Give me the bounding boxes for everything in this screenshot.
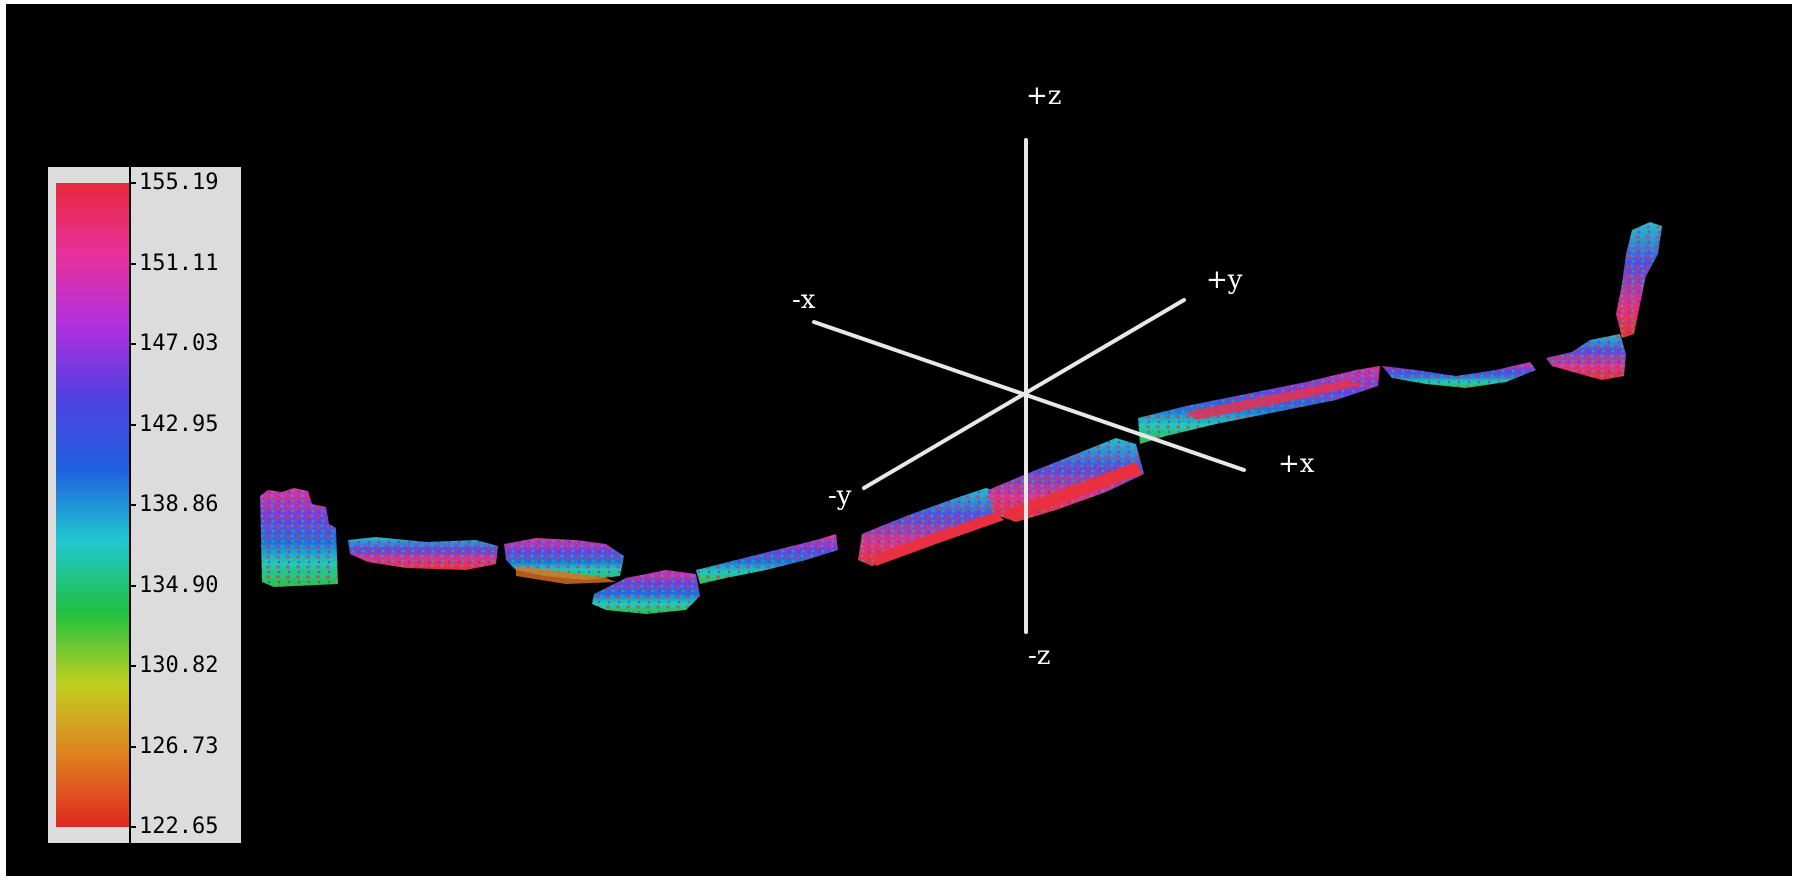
tick-mark bbox=[129, 745, 136, 748]
cloud-segment bbox=[696, 534, 838, 584]
cloud-segment bbox=[1616, 222, 1662, 338]
axis-label-plus-x: +x bbox=[1278, 449, 1315, 479]
tick-label: 130.82 bbox=[139, 653, 219, 678]
axis-label-minus-x: -x bbox=[792, 285, 816, 315]
tick-label: 142.95 bbox=[139, 411, 219, 437]
tick-mark bbox=[129, 343, 136, 345]
cloud-segment bbox=[1546, 334, 1626, 380]
axis-label-minus-y: -y bbox=[828, 481, 852, 511]
axis-label-plus-y: +y bbox=[1206, 265, 1243, 295]
cloud-segment bbox=[988, 438, 1144, 522]
tick-label: 151.11 bbox=[139, 250, 219, 276]
cloud-segment bbox=[348, 537, 498, 570]
tick-label: 147.03 bbox=[139, 331, 219, 356]
cloud-segment bbox=[858, 488, 1006, 566]
tick-label: 126.73 bbox=[139, 733, 219, 759]
color-scale-ticks: 155.19 151.11 147.03 142.95 138.86 134.90 130.… bbox=[129, 167, 241, 843]
tick-label: 155.19 bbox=[139, 170, 219, 195]
point-cloud-scene[interactable]: +z -z -x +x +y -y bbox=[6, 4, 1792, 876]
cloud-segment bbox=[260, 488, 338, 587]
axis-labels: +z -z -x +x +y -y bbox=[792, 81, 1315, 671]
tick-mark bbox=[129, 262, 136, 265]
axis-label-minus-z: -z bbox=[1028, 641, 1050, 671]
tick-mark bbox=[129, 584, 136, 587]
x-axis-line bbox=[812, 320, 1246, 472]
tick-mark bbox=[129, 665, 136, 667]
tick-mark bbox=[129, 182, 136, 184]
tick-label: 138.86 bbox=[139, 492, 219, 517]
y-axis-line bbox=[862, 298, 1186, 490]
render-viewport[interactable]: +z -z -x +x +y -y 155.19 151.11 147.03 142.… bbox=[6, 4, 1792, 876]
point-cloud bbox=[260, 222, 1662, 614]
cloud-segment bbox=[504, 538, 624, 584]
cloud-segment bbox=[1138, 366, 1380, 444]
axis-gizmo bbox=[812, 138, 1246, 634]
cloud-segment bbox=[1382, 362, 1536, 388]
tick-mark bbox=[129, 504, 136, 506]
tick-label: 122.65 bbox=[139, 814, 219, 839]
cloud-segment bbox=[592, 570, 700, 614]
tick-label: 134.90 bbox=[139, 572, 219, 598]
color-scale-bar bbox=[56, 183, 129, 827]
color-scale-legend: 155.19 151.11 147.03 142.95 138.86 134.90 130.… bbox=[48, 167, 241, 843]
tick-mark bbox=[129, 826, 136, 828]
axis-label-plus-z: +z bbox=[1026, 81, 1061, 111]
tick-mark bbox=[129, 423, 136, 426]
